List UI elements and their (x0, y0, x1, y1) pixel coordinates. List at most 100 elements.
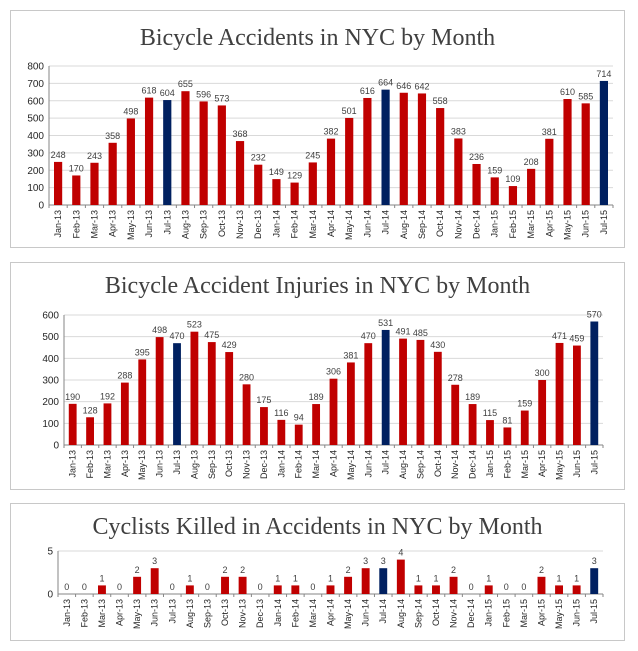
accidents-chart-title: Bicycle Accidents in NYC by Month (140, 25, 495, 51)
injuries-y-tick-label: 600 (42, 311, 59, 322)
accidents-y-tick-label: 500 (27, 114, 44, 125)
accidents-x-tick-label: Dec-14 (472, 210, 482, 239)
accidents-data-label: 596 (196, 89, 211, 99)
accidents-y-tick-label: 100 (27, 183, 44, 194)
injuries-bar (416, 339, 425, 445)
killed-data-label: 0 (469, 582, 474, 592)
killed-data-label: 3 (363, 556, 368, 566)
injuries-y-tick-label: 400 (42, 354, 59, 365)
injuries-data-label: 570 (587, 310, 602, 320)
injuries-chart-title: Bicycle Accident Injuries in NYC by Mont… (105, 273, 530, 299)
killed-bar (396, 559, 405, 594)
accidents-x-tick-label: Jul-14 (381, 210, 391, 235)
accidents-data-label: 248 (51, 150, 66, 160)
accidents-data-label: 610 (560, 87, 575, 97)
accidents-data-label: 558 (433, 96, 448, 106)
accidents-bar (290, 182, 299, 205)
killed-bar (379, 568, 388, 594)
killed-data-label: 0 (82, 582, 87, 592)
accidents-data-label: 383 (451, 126, 466, 136)
killed-data-label: 1 (275, 573, 280, 583)
injuries-x-tick-label: Oct-14 (433, 450, 443, 477)
accidents-bar (417, 93, 427, 205)
injuries-x-tick-label: Mar-15 (520, 450, 530, 479)
accidents-x-tick-label: Jul-13 (162, 210, 172, 235)
injuries-data-label: 485 (413, 328, 428, 338)
accidents-bar (199, 101, 208, 205)
accidents-bar (599, 80, 608, 205)
killed-data-label: 1 (433, 573, 438, 583)
accidents-data-label: 714 (596, 69, 611, 79)
killed-x-tick-label: Feb-14 (290, 599, 300, 628)
accidents-data-label: 159 (487, 165, 502, 175)
injuries-data-label: 94 (294, 413, 304, 423)
killed-bar (555, 585, 564, 594)
accidents-data-label: 368 (233, 129, 248, 139)
injuries-x-tick-label: Apr-15 (537, 450, 547, 477)
accidents-data-label: 642 (414, 81, 429, 91)
killed-data-label: 1 (187, 573, 192, 583)
injuries-data-label: 498 (152, 325, 167, 335)
injuries-bar (468, 404, 477, 445)
accidents-data-label: 245 (305, 150, 320, 160)
killed-x-tick-label: Apr-14 (326, 599, 336, 626)
accidents-data-label: 501 (342, 106, 357, 116)
killed-x-tick-label: Feb-15 (501, 599, 511, 628)
killed-x-tick-label: Jan-13 (62, 599, 72, 627)
accidents-bar (272, 179, 281, 205)
accidents-y-tick-label: 200 (27, 166, 44, 177)
killed-data-label: 0 (205, 582, 210, 592)
accidents-bar (399, 92, 408, 205)
accidents-data-label: 170 (69, 163, 84, 173)
accidents-bar (381, 89, 390, 205)
injuries-x-tick-label: Feb-14 (294, 450, 304, 479)
accidents-x-tick-label: Oct-14 (435, 210, 445, 237)
injuries-bar (190, 331, 199, 445)
accidents-x-tick-label: Jun-13 (144, 210, 154, 238)
accidents-bar (363, 97, 372, 205)
accidents-bar (345, 117, 354, 205)
injuries-bar (364, 343, 373, 445)
killed-data-label: 1 (574, 573, 579, 583)
injuries-x-tick-label: Mar-14 (311, 450, 321, 479)
accidents-data-label: 616 (360, 86, 375, 96)
killed-x-tick-label: Jul-15 (589, 599, 599, 624)
injuries-x-tick-label: Jul-15 (589, 450, 599, 475)
injuries-x-tick-label: Nov-13 (242, 450, 252, 479)
killed-chart-panel: Cyclists Killed in Accidents in NYC by M… (10, 503, 625, 641)
killed-bar (590, 568, 599, 594)
accidents-x-tick-label: Jan-13 (53, 210, 63, 238)
killed-x-tick-label: Apr-15 (536, 599, 546, 626)
accidents-x-tick-label: Apr-13 (108, 210, 118, 237)
killed-data-label: 0 (117, 582, 122, 592)
accidents-x-tick-label: Nov-14 (453, 210, 463, 239)
accidents-bar (490, 177, 499, 205)
killed-data-label: 2 (539, 565, 544, 575)
injuries-data-label: 280 (239, 372, 254, 382)
killed-data-label: 2 (223, 565, 228, 575)
accidents-x-tick-label: Mar-15 (526, 210, 536, 239)
accidents-x-tick-label: Dec-13 (253, 210, 263, 239)
killed-bar (572, 585, 581, 594)
killed-x-tick-label: Dec-13 (255, 599, 265, 628)
killed-x-tick-label: Apr-13 (115, 599, 125, 626)
killed-x-tick-label: Oct-14 (431, 599, 441, 626)
accidents-data-label: 236 (469, 152, 484, 162)
killed-x-tick-label: Dec-14 (466, 599, 476, 628)
injuries-x-tick-label: Feb-13 (85, 450, 95, 479)
accidents-bar (163, 100, 172, 205)
injuries-bar (433, 351, 442, 445)
injuries-data-label: 475 (204, 330, 219, 340)
injuries-bar (68, 403, 77, 445)
killed-x-tick-label: May-13 (132, 599, 142, 629)
accidents-x-tick-label: May-15 (563, 210, 573, 240)
injuries-y-tick-label: 300 (42, 376, 59, 387)
injuries-data-label: 115 (483, 408, 497, 418)
accidents-data-label: 585 (578, 91, 593, 101)
killed-data-label: 0 (64, 582, 69, 592)
accidents-bar (436, 108, 445, 205)
killed-bar (273, 585, 282, 594)
accidents-bar (527, 168, 536, 205)
injuries-bar (207, 342, 216, 445)
injuries-y-tick-label: 200 (42, 397, 59, 408)
